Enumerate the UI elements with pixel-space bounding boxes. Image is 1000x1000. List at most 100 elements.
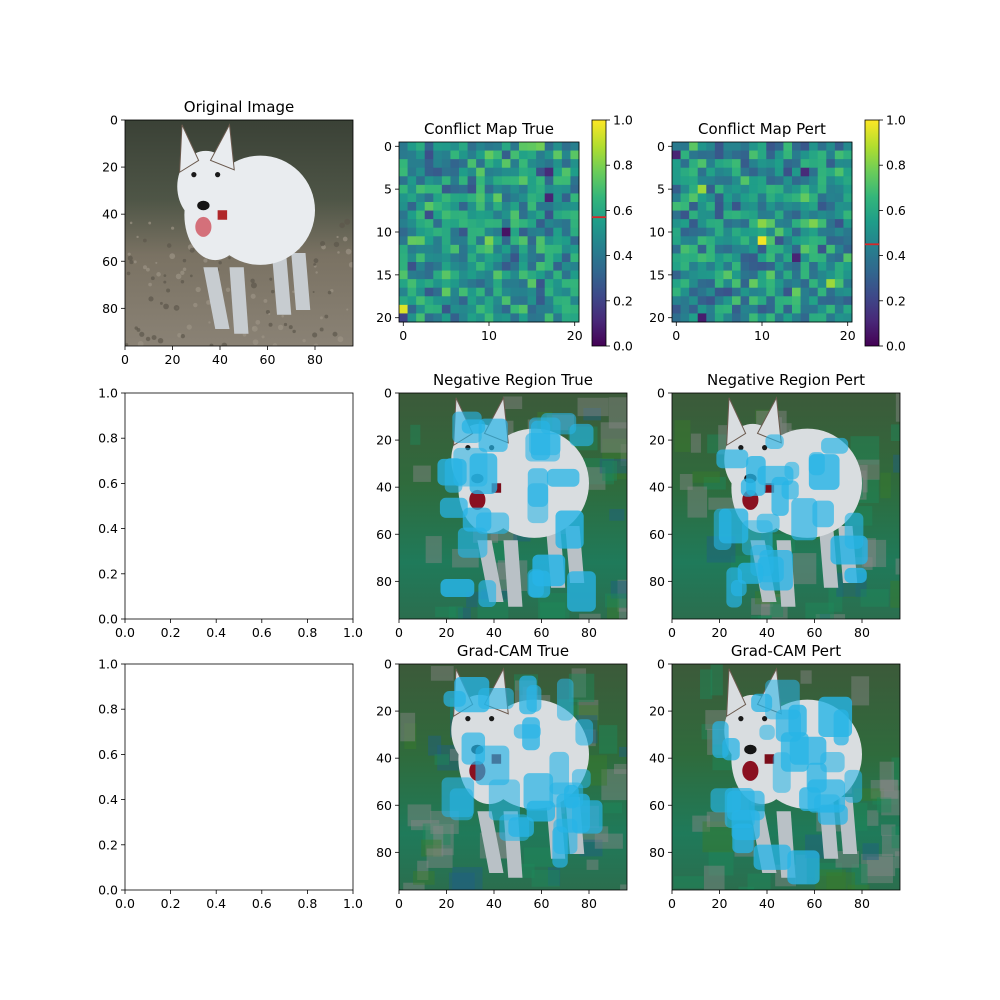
heat-patch <box>449 788 474 821</box>
ground-speck <box>270 289 275 294</box>
heatmap-cell <box>433 296 443 306</box>
heatmap-cell <box>561 304 571 314</box>
heatmap-cell <box>809 287 819 297</box>
heatmap-cell <box>450 150 460 160</box>
heatmap-cell <box>826 304 836 314</box>
heatmap-cell <box>501 202 511 211</box>
heatmap-cell <box>689 227 699 237</box>
heatmap-cell <box>416 253 426 263</box>
ground-speck <box>208 321 211 324</box>
heatmap-cell <box>723 262 733 271</box>
heatmap-cell <box>732 270 741 280</box>
x-tick-label: 0.4 <box>206 896 226 911</box>
heatmap-cell <box>834 184 844 194</box>
heatmap-cell <box>561 244 571 254</box>
heatmap-cell <box>467 236 477 246</box>
ground-speck <box>169 253 176 260</box>
heatmap-cell <box>493 304 503 314</box>
x-tick-label: 20 <box>439 625 455 640</box>
heatmap-cell <box>697 244 707 254</box>
heatmap-cell <box>749 236 759 246</box>
heatmap-cell <box>723 304 733 314</box>
heatmap-cell <box>689 262 699 271</box>
heatmap-cell <box>553 253 563 263</box>
heat-patch <box>730 579 747 597</box>
heatmap-cell <box>757 287 767 297</box>
panel-title: Conflict Map True <box>424 120 554 138</box>
colorbar-tick-label: 0.6 <box>886 203 906 218</box>
heatmap-cell <box>672 167 681 177</box>
overlay-block <box>618 746 627 757</box>
heatmap-cell <box>527 159 537 169</box>
ground-speck <box>292 329 296 334</box>
heatmap-cell <box>792 244 801 254</box>
heatmap-cell <box>843 142 853 151</box>
x-tick-label: 80 <box>581 625 597 640</box>
heatmap-cell <box>467 227 477 237</box>
ground-speck <box>228 256 231 260</box>
heatmap-cell <box>757 227 767 237</box>
heatmap-cell <box>519 236 528 246</box>
heatmap-cell <box>553 270 563 280</box>
heatmap-cell <box>697 219 707 229</box>
overlay-block <box>893 454 900 473</box>
heatmap-cell <box>697 296 707 306</box>
heatmap-cell <box>407 287 417 297</box>
heatmap-cell <box>459 219 468 229</box>
heatmap-cell <box>800 236 810 246</box>
overlay-block <box>602 438 627 459</box>
heatmap-cell <box>766 253 776 263</box>
heatmap-cell <box>826 313 836 323</box>
heatmap-cell <box>476 142 486 151</box>
heatmap-cell <box>501 227 511 237</box>
heatmap-cell <box>757 279 767 289</box>
heatmap-cell <box>501 287 511 297</box>
heatmap-cell <box>749 262 759 271</box>
heatmap-cell <box>519 244 528 254</box>
overlay-block <box>690 433 701 453</box>
heatmap-cell <box>493 159 503 169</box>
heat-patch <box>567 571 596 612</box>
heatmap-cell <box>689 159 699 169</box>
heatmap-cell <box>714 253 724 263</box>
ground-speck <box>272 343 278 346</box>
heatmap-cell <box>459 270 468 280</box>
heatmap-cell <box>792 159 801 169</box>
heatmap-cell <box>809 270 819 280</box>
heat-patch <box>765 434 784 449</box>
heat-patch <box>564 784 579 809</box>
heatmap-cell <box>843 296 853 306</box>
x-tick-label: 20 <box>712 896 728 911</box>
heatmap-cell <box>441 219 451 229</box>
heatmap-cell <box>433 142 443 151</box>
ground-speck <box>269 277 273 281</box>
heatmap-cell <box>783 287 793 297</box>
heatmap-cell <box>740 219 750 229</box>
heatmap-cell <box>714 219 724 229</box>
heatmap-cell <box>774 159 784 169</box>
heatmap-cell <box>501 270 511 280</box>
heatmap-cell <box>809 236 819 246</box>
heatmap-cell <box>450 184 460 194</box>
heatmap-cell <box>484 279 494 289</box>
heatmap-cell <box>561 279 571 289</box>
ground-speck <box>136 235 139 239</box>
y-tick-label: 80 <box>102 301 118 316</box>
heatmap-cell <box>407 167 417 177</box>
ground-speck <box>145 267 150 272</box>
heatmap-cell <box>697 227 707 237</box>
heatmap-cell <box>544 253 554 263</box>
heatmap-cell <box>424 304 434 314</box>
heatmap-cell <box>672 142 681 151</box>
heatmap-cell <box>519 262 528 271</box>
ground-speck <box>339 222 345 229</box>
heatmap-cell <box>450 313 460 323</box>
heat-patch <box>844 567 867 583</box>
y-tick-label: 0.4 <box>98 792 118 807</box>
heatmap-cell <box>424 159 434 169</box>
heatmap-cell <box>570 219 580 229</box>
heatmap-cell <box>689 296 699 306</box>
ground-speck <box>315 271 318 274</box>
overlay-block <box>852 802 868 831</box>
dog-tongue <box>195 216 212 237</box>
